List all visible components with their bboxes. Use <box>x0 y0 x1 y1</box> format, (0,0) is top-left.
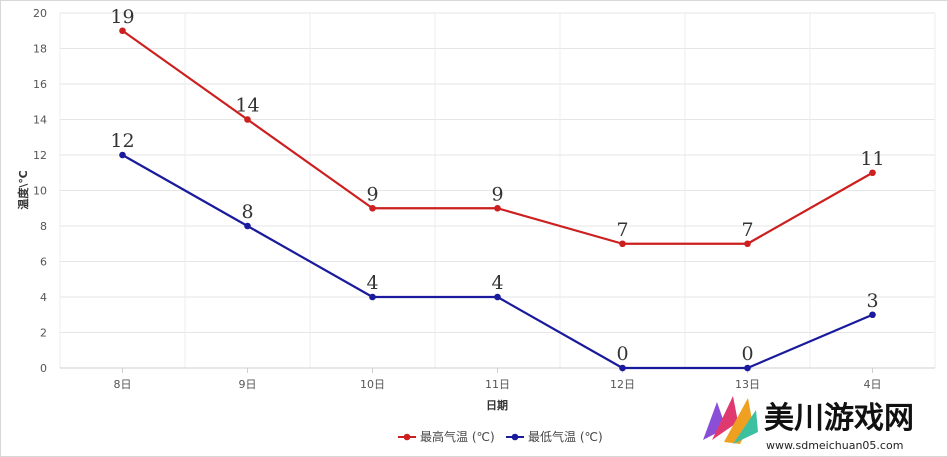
watermark-logo-icon <box>703 396 758 444</box>
y-tick-label: 2 <box>40 327 47 340</box>
data-point <box>744 240 751 248</box>
series-line-1 <box>121 29 874 245</box>
x-tick-label: 8日 <box>114 378 132 391</box>
legend-swatch-marker <box>403 433 411 441</box>
data-point <box>619 364 626 372</box>
data-point <box>369 204 376 212</box>
data-point <box>369 293 376 301</box>
y-tick-label: 0 <box>40 362 47 375</box>
x-axis-label: 日期 <box>486 398 508 412</box>
y-tick-label: 10 <box>33 185 47 198</box>
data-point <box>619 240 626 248</box>
legend-entry: 最高气温 (℃) <box>420 429 495 444</box>
watermark-url: www.sdmeichuan05.com <box>766 439 903 452</box>
legend-entry: 最低气温 (℃) <box>528 429 603 444</box>
x-tick-label: 11日 <box>485 378 510 391</box>
data-label: 7 <box>616 219 628 241</box>
data-label: 0 <box>616 343 628 365</box>
data-label: 9 <box>491 183 503 205</box>
data-label: 7 <box>741 219 753 241</box>
data-point <box>494 204 501 212</box>
y-axis-ticks: 0 2 4 6 8 10 12 14 16 18 20 <box>33 7 47 375</box>
data-label: 0 <box>741 343 753 365</box>
data-label: 4 <box>491 272 503 294</box>
watermark-text: 美川游戏网 <box>764 401 914 436</box>
legend: 最高气温 (℃) 最低气温 (℃) <box>398 429 603 444</box>
data-label: 14 <box>235 95 259 117</box>
x-tick-label: 12日 <box>610 378 635 391</box>
y-tick-label: 14 <box>33 114 47 127</box>
data-point <box>494 293 501 301</box>
data-label: 19 <box>110 6 134 28</box>
y-axis-label: 温度\℃ <box>16 170 30 209</box>
data-point <box>244 116 251 123</box>
x-axis-ticks: 8日 9日 10日 11日 12日 13日 4日 <box>60 367 935 391</box>
data-point <box>869 169 876 177</box>
data-label: 3 <box>866 290 878 312</box>
y-tick-label: 4 <box>40 291 47 304</box>
y-tick-label: 20 <box>33 7 47 20</box>
data-label: 9 <box>366 183 378 205</box>
y-tick-label: 18 <box>33 43 47 56</box>
data-label: 12 <box>110 130 134 152</box>
y-tick-label: 6 <box>40 256 47 269</box>
x-tick-label: 9日 <box>239 378 257 391</box>
data-label: 4 <box>366 272 378 294</box>
data-label: 11 <box>860 148 884 170</box>
y-tick-label: 12 <box>33 149 47 162</box>
data-series: 19 14 9 9 7 7 11 12 8 4 4 0 0 3 <box>110 6 885 372</box>
data-point <box>869 311 876 319</box>
y-tick-label: 8 <box>40 220 47 233</box>
x-tick-label: 10日 <box>360 378 385 391</box>
data-point <box>744 364 751 372</box>
legend-swatch-marker <box>511 433 519 441</box>
x-tick-label: 13日 <box>735 378 760 391</box>
watermark: 美川游戏网 www.sdmeichuan05.com <box>703 396 914 452</box>
data-point <box>119 27 126 35</box>
data-point <box>244 222 251 230</box>
y-tick-label: 16 <box>33 78 47 91</box>
data-label: 8 <box>241 201 253 223</box>
data-point <box>119 151 126 159</box>
x-tick-label: 4日 <box>864 378 882 391</box>
